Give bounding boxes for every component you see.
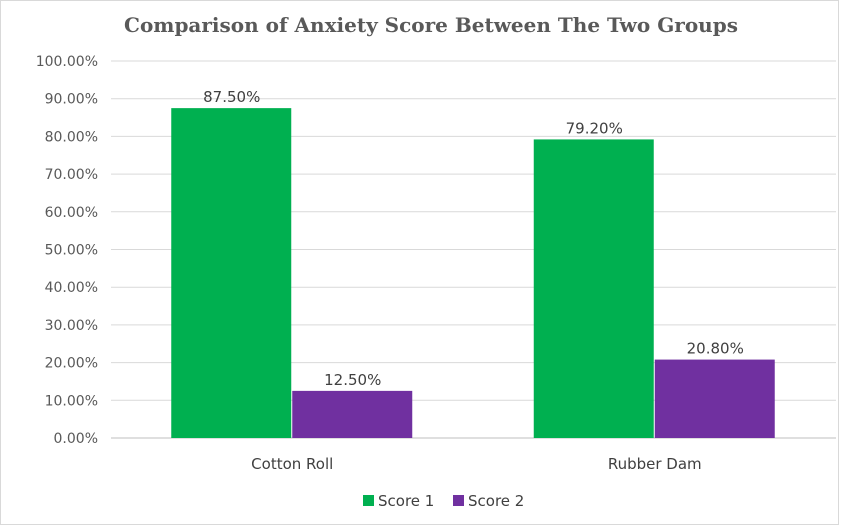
legend-swatch xyxy=(363,495,374,506)
y-tick-label: 10.00% xyxy=(45,393,98,409)
y-tick-label: 30.00% xyxy=(45,318,98,334)
data-labels: 87.50% 12.50% 79.20% 20.80% xyxy=(203,88,744,389)
y-tick-label: 40.00% xyxy=(45,280,98,296)
y-tick-label: 20.00% xyxy=(45,356,98,372)
bar xyxy=(654,359,775,438)
legend-label: Score 2 xyxy=(468,492,524,510)
legend-swatch xyxy=(453,495,464,506)
x-tick-label: Cotton Roll xyxy=(251,455,333,473)
y-axis: 0.00% 10.00% 20.00% 30.00% 40.00% 50.00% 60.00… xyxy=(36,54,98,447)
bar xyxy=(171,108,292,438)
data-label: 87.50% xyxy=(203,88,260,106)
y-tick-label: 60.00% xyxy=(45,205,98,221)
legend-label: Score 1 xyxy=(378,492,434,510)
data-label: 79.20% xyxy=(566,119,623,137)
y-tick-label: 100.00% xyxy=(36,54,98,70)
bars xyxy=(171,108,775,438)
y-tick-label: 80.00% xyxy=(45,129,98,145)
x-tick-label: Rubber Dam xyxy=(608,455,702,473)
data-label: 20.80% xyxy=(687,340,744,358)
y-tick-label: 0.00% xyxy=(54,431,98,447)
x-axis: Cotton Roll Rubber Dam xyxy=(251,455,701,473)
bar xyxy=(292,390,413,438)
bar xyxy=(533,139,654,438)
y-tick-label: 50.00% xyxy=(45,243,98,259)
y-tick-label: 90.00% xyxy=(45,92,98,108)
legend: Score 1 Score 2 xyxy=(363,492,524,510)
y-tick-label: 70.00% xyxy=(45,167,98,183)
data-label: 12.50% xyxy=(324,371,381,389)
chart-title: Comparison of Anxiety Score Between The … xyxy=(124,13,738,37)
